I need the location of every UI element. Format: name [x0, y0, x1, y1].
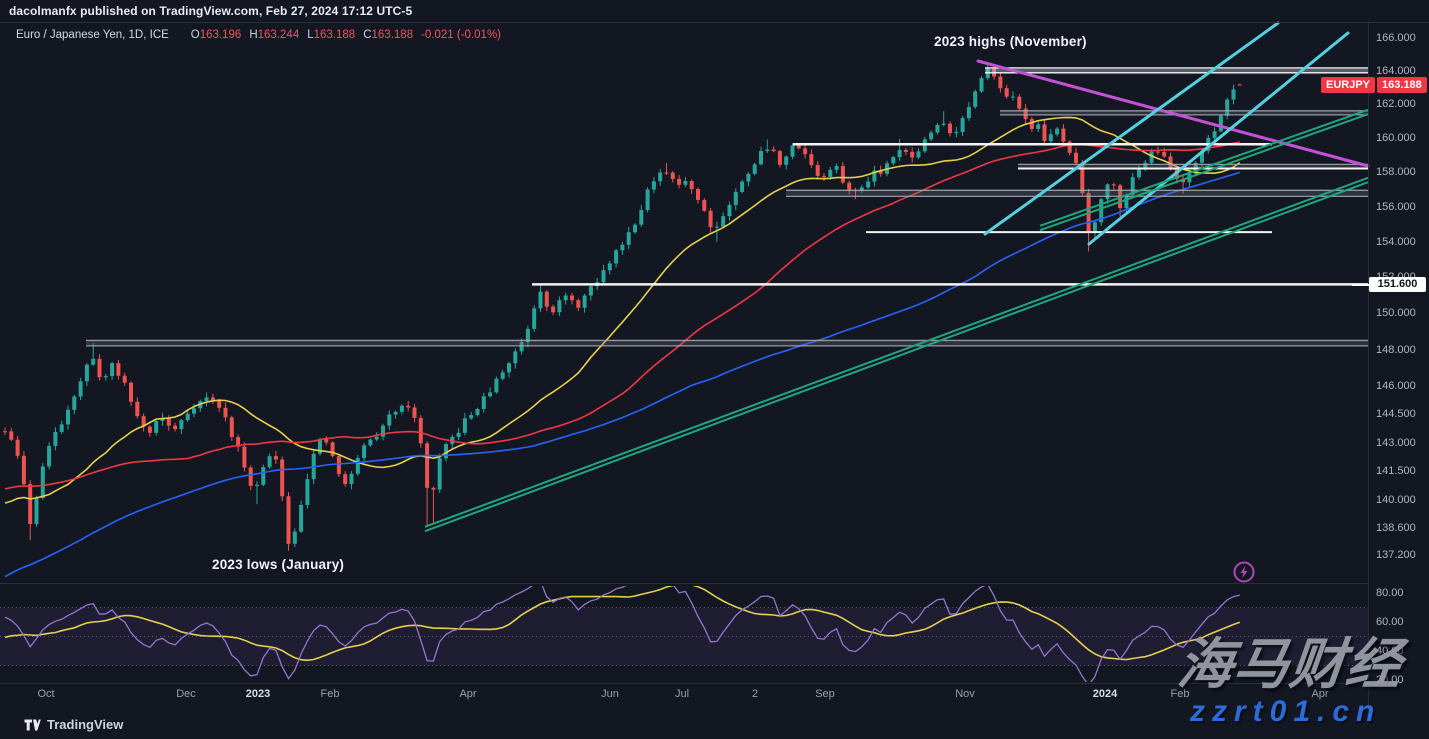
time-tick-label: Feb — [1170, 688, 1190, 700]
candlestick-series — [3, 63, 1242, 551]
rsi-line — [4, 586, 1240, 682]
publish-info-bar: dacolmanfx published on TradingView.com,… — [9, 0, 412, 22]
ohlc-values: O163.196 H163.244 L163.188 C163.188 — [183, 29, 413, 41]
alert-line-tail — [1352, 284, 1369, 286]
alert-price-badge[interactable]: 151.600 — [1369, 277, 1426, 292]
time-tick-label: 2 — [751, 688, 759, 700]
price-tick-label: 154.000 — [1376, 235, 1416, 248]
time-tick-label: Oct — [37, 688, 55, 700]
last-price-badge: EURJPY 163.188 — [1321, 77, 1427, 93]
pane-separator[interactable] — [0, 583, 1368, 584]
last-price-value: 163.188 — [1377, 77, 1427, 93]
rsi-ma-line — [4, 586, 1241, 662]
ohlc-number: 163.244 — [257, 29, 300, 41]
rsi-tick-label: 40.00 — [1376, 645, 1404, 657]
trendlines — [424, 21, 1370, 533]
green-channel-lower — [424, 176, 1369, 528]
symbol-legend[interactable]: Euro / Japanese Yen, 1D, ICE O163.196 H163… — [16, 29, 501, 41]
price-tick-label: 164.000 — [1376, 65, 1416, 78]
tradingview-brand[interactable]: TradingView — [47, 717, 124, 732]
time-tick-label: Nov — [955, 688, 975, 700]
sma-fast — [4, 116, 1241, 504]
time-tick-label: Apr — [1311, 688, 1329, 700]
price-tick-label: 138.600 — [1376, 521, 1416, 534]
topbar-separator — [0, 22, 1429, 23]
price-tick-label: 140.000 — [1376, 494, 1416, 507]
moving-averages — [4, 116, 1241, 578]
time-tick-label: Apr — [459, 688, 477, 700]
green-channel-upper — [1039, 108, 1369, 227]
footer-bar: TradingView — [0, 710, 1429, 739]
time-tick-label: Jul — [674, 688, 690, 700]
lightning-icon — [1233, 561, 1255, 583]
price-tick-label: 144.500 — [1376, 408, 1416, 421]
tradingview-logo-icon[interactable] — [24, 717, 41, 733]
rsi-tick-label: 80.00 — [1376, 587, 1404, 599]
time-tick-label: 2024 — [1092, 688, 1118, 700]
time-tick-label: Jun — [601, 688, 619, 700]
price-tick-label: 160.000 — [1376, 132, 1416, 145]
price-tick-label: 148.000 — [1376, 343, 1416, 356]
rsi-pane-graphics — [0, 586, 1368, 682]
boost-button[interactable] — [1231, 559, 1257, 585]
timeaxis-separator — [0, 683, 1368, 684]
time-tick-label: Dec — [176, 688, 196, 700]
price-tick-label: 150.000 — [1376, 307, 1416, 320]
rsi-tick-label: 20.00 — [1376, 674, 1404, 686]
ohlc-letter: L — [307, 29, 314, 41]
price-tick-label: 143.000 — [1376, 436, 1416, 449]
ohlc-number: 163.196 — [199, 29, 242, 41]
symbol-badge-label: EURJPY — [1321, 77, 1376, 93]
annotation-2023-lows: 2023 lows (January) — [212, 557, 345, 572]
price-tick-label: 137.200 — [1376, 549, 1416, 562]
descending-magenta — [976, 59, 1370, 168]
time-tick-label: 2023 — [245, 688, 271, 700]
publish-info-text: dacolmanfx published on TradingView.com,… — [9, 4, 413, 18]
price-tick-label: 162.000 — [1376, 98, 1416, 111]
symbol-title[interactable]: Euro / Japanese Yen, 1D, ICE — [16, 29, 169, 41]
price-tick-label: 156.000 — [1376, 200, 1416, 213]
cyan-channel-left — [983, 21, 1280, 236]
sma-mid — [4, 141, 1240, 490]
time-tick-label: Feb — [320, 688, 340, 700]
ohlc-number: 163.188 — [371, 29, 414, 41]
rsi-tick-label: 60.00 — [1376, 616, 1404, 628]
priceaxis-separator — [1368, 22, 1369, 710]
ohlc-letter: C — [363, 29, 372, 41]
ohlc-number: 163.188 — [313, 29, 356, 41]
annotation-2023-highs: 2023 highs (November) — [934, 34, 1087, 49]
ohlc-letter: O — [190, 29, 200, 41]
green-channel-lower — [424, 181, 1369, 533]
cyan-channel-right — [1087, 31, 1350, 246]
sma-slow — [4, 171, 1241, 578]
ohlc-letter: H — [249, 29, 258, 41]
time-axis[interactable]: Oct Dec 2023 Feb Apr Jun Jul 2 Sep Nov 2024 Feb Apr — [0, 688, 1368, 708]
green-channel-upper — [1039, 113, 1369, 232]
price-tick-label: 166.000 — [1376, 32, 1416, 45]
price-tick-label: 146.000 — [1376, 380, 1416, 393]
price-tick-label: 158.000 — [1376, 166, 1416, 179]
change-value: -0.021 (-0.01%) — [421, 29, 501, 41]
time-tick-label: Sep — [815, 688, 835, 700]
sr-levels — [86, 67, 1368, 347]
price-tick-label: 141.500 — [1376, 465, 1416, 478]
